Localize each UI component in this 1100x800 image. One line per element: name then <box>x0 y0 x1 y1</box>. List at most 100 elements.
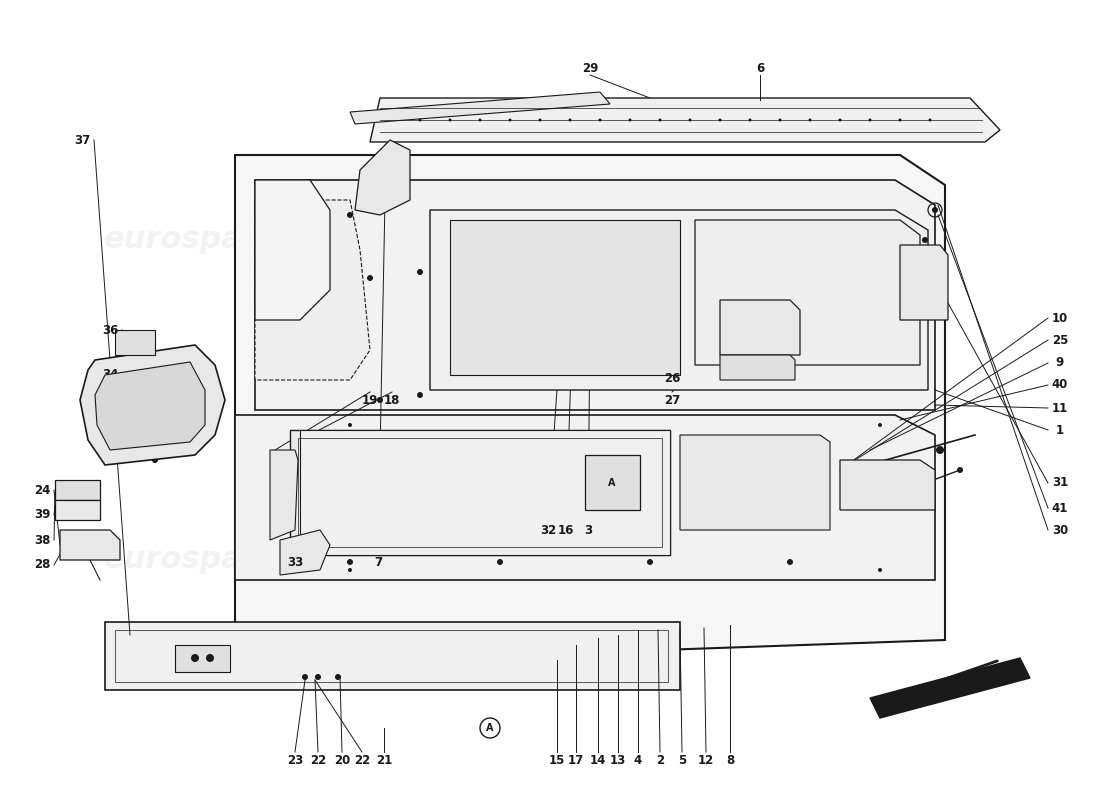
Text: 7: 7 <box>374 557 382 570</box>
Polygon shape <box>116 330 155 355</box>
Circle shape <box>569 118 572 122</box>
Polygon shape <box>585 455 640 510</box>
Polygon shape <box>450 220 680 375</box>
Text: 39: 39 <box>34 509 51 522</box>
Circle shape <box>878 423 882 427</box>
Polygon shape <box>370 98 1000 142</box>
Text: 26: 26 <box>663 371 680 385</box>
Text: 2: 2 <box>656 754 664 766</box>
Polygon shape <box>840 460 935 510</box>
Polygon shape <box>255 180 330 320</box>
Circle shape <box>786 329 793 335</box>
Circle shape <box>65 537 72 543</box>
Circle shape <box>838 118 842 122</box>
Circle shape <box>779 118 781 122</box>
Text: 24: 24 <box>34 483 51 497</box>
Polygon shape <box>270 450 298 540</box>
Polygon shape <box>355 140 410 215</box>
Circle shape <box>418 118 421 122</box>
Text: 21: 21 <box>376 754 392 766</box>
Text: 18: 18 <box>384 394 400 406</box>
Text: 8: 8 <box>726 754 734 766</box>
Circle shape <box>727 329 733 335</box>
Text: 41: 41 <box>1052 502 1068 514</box>
Text: 10: 10 <box>1052 311 1068 325</box>
Text: 13: 13 <box>609 754 626 766</box>
Text: 15: 15 <box>549 754 565 766</box>
Text: 37: 37 <box>74 134 90 146</box>
Polygon shape <box>55 500 100 520</box>
Text: 35: 35 <box>102 398 118 411</box>
Text: 20: 20 <box>334 754 350 766</box>
Circle shape <box>539 118 541 122</box>
Text: 40: 40 <box>1052 378 1068 391</box>
Circle shape <box>206 654 214 662</box>
Circle shape <box>869 118 871 122</box>
Circle shape <box>348 568 352 572</box>
Circle shape <box>598 118 602 122</box>
Polygon shape <box>720 300 800 355</box>
Polygon shape <box>280 530 330 575</box>
Polygon shape <box>870 658 1030 718</box>
Text: 4: 4 <box>634 754 642 766</box>
Circle shape <box>748 118 751 122</box>
Polygon shape <box>104 622 680 690</box>
Circle shape <box>346 212 353 218</box>
Circle shape <box>928 118 932 122</box>
Circle shape <box>878 568 882 572</box>
Polygon shape <box>290 430 670 555</box>
Polygon shape <box>350 92 610 124</box>
Circle shape <box>152 457 158 463</box>
Circle shape <box>346 559 353 565</box>
Polygon shape <box>235 415 935 580</box>
Circle shape <box>908 482 913 488</box>
Text: 34: 34 <box>102 369 118 382</box>
Text: 22: 22 <box>354 754 370 766</box>
Text: eurospares: eurospares <box>103 546 296 574</box>
Circle shape <box>297 555 302 561</box>
Text: 11: 11 <box>1052 402 1068 414</box>
Circle shape <box>367 275 373 281</box>
Circle shape <box>478 118 482 122</box>
Polygon shape <box>95 362 205 450</box>
Text: 17: 17 <box>568 754 584 766</box>
Text: 30: 30 <box>1052 523 1068 537</box>
Polygon shape <box>55 480 100 500</box>
Text: 9: 9 <box>1056 357 1064 370</box>
Circle shape <box>138 340 142 344</box>
Circle shape <box>449 118 451 122</box>
Polygon shape <box>680 435 830 530</box>
Text: 36: 36 <box>102 323 118 337</box>
Circle shape <box>856 481 864 489</box>
Polygon shape <box>80 345 226 465</box>
Text: 3: 3 <box>584 523 592 537</box>
Circle shape <box>659 118 661 122</box>
Text: 33: 33 <box>287 557 304 570</box>
Text: 5: 5 <box>678 754 686 766</box>
Polygon shape <box>720 355 795 380</box>
Text: A: A <box>608 478 616 488</box>
Circle shape <box>932 207 938 213</box>
Circle shape <box>899 118 902 122</box>
Polygon shape <box>430 210 928 390</box>
Polygon shape <box>255 200 370 380</box>
Text: eurospares: eurospares <box>103 226 296 254</box>
Text: 16: 16 <box>558 523 574 537</box>
Polygon shape <box>255 180 935 410</box>
Circle shape <box>786 559 793 565</box>
Text: 27: 27 <box>664 394 680 406</box>
Circle shape <box>336 674 341 680</box>
Circle shape <box>87 542 94 548</box>
Circle shape <box>718 118 722 122</box>
Circle shape <box>936 446 944 454</box>
Circle shape <box>417 392 424 398</box>
Circle shape <box>302 674 308 680</box>
Polygon shape <box>175 645 230 672</box>
Text: 23: 23 <box>287 754 304 766</box>
Circle shape <box>867 462 873 468</box>
Text: 6: 6 <box>756 62 764 74</box>
Text: 22: 22 <box>310 754 326 766</box>
Text: 12: 12 <box>697 754 714 766</box>
Polygon shape <box>235 155 945 665</box>
Circle shape <box>628 118 631 122</box>
